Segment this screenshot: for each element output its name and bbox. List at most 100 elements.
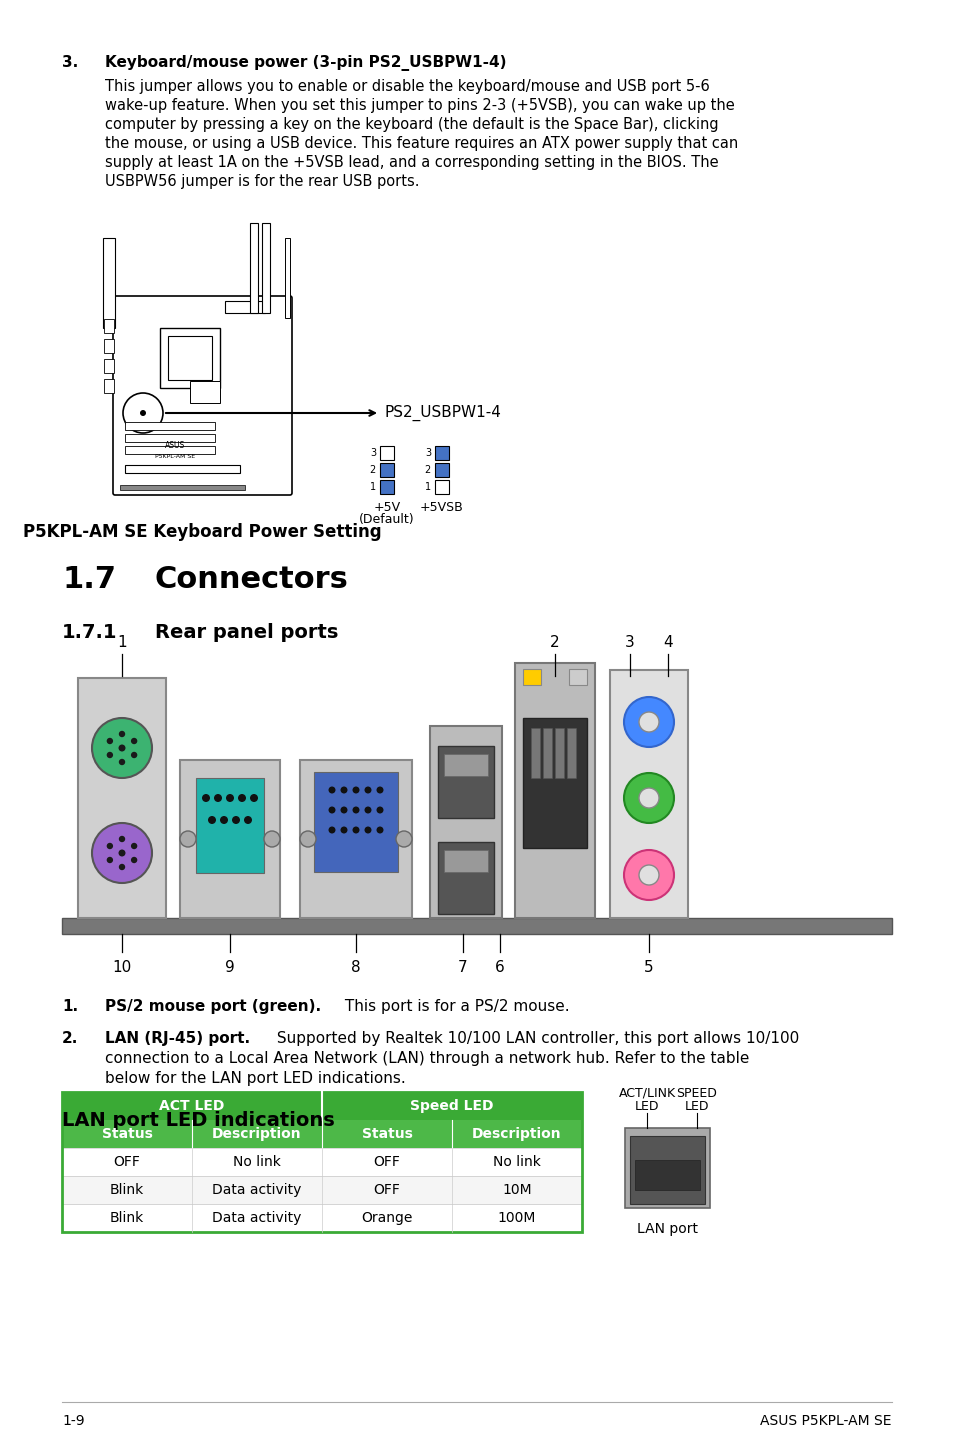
Bar (379, 463, 394, 477)
Bar (125, 445, 214, 454)
Text: 1.7: 1.7 (62, 566, 116, 594)
Bar (443, 755, 488, 776)
Text: 1.7.1: 1.7.1 (62, 623, 117, 642)
Circle shape (340, 826, 347, 833)
Bar (104, 339, 113, 354)
Text: 2: 2 (424, 465, 431, 475)
Circle shape (118, 849, 126, 856)
Text: the mouse, or using a USB device. This feature requires an ATX power supply that: the mouse, or using a USB device. This f… (105, 136, 738, 150)
Circle shape (639, 865, 659, 885)
Bar (125, 434, 214, 442)
Text: 10: 10 (112, 959, 132, 975)
Text: 3: 3 (370, 448, 375, 458)
Bar (531, 727, 539, 778)
Text: 2: 2 (550, 634, 559, 650)
Circle shape (395, 831, 412, 846)
Text: LED: LED (634, 1100, 659, 1113)
Bar (435, 480, 449, 494)
Circle shape (119, 836, 125, 842)
Text: 1.: 1. (62, 1000, 78, 1014)
Bar (624, 1128, 709, 1209)
Text: supply at least 1A on the +5VSB lead, and a corresponding setting in the BIOS. T: supply at least 1A on the +5VSB lead, an… (105, 155, 718, 170)
Text: Data activity: Data activity (213, 1211, 301, 1224)
Bar (168, 337, 212, 379)
Bar (568, 669, 586, 684)
Text: PS2_USBPW1-4: PS2_USBPW1-4 (385, 405, 501, 421)
Circle shape (220, 816, 228, 823)
Text: LAN port LED indications: LAN port LED indications (62, 1111, 335, 1130)
Circle shape (140, 410, 146, 417)
Bar (609, 670, 687, 918)
Text: 8: 8 (351, 959, 360, 975)
Bar (104, 379, 113, 392)
Bar (629, 1136, 704, 1204)
Text: Supported by Realtek 10/100 LAN controller, this port allows 10/100: Supported by Realtek 10/100 LAN controll… (272, 1031, 799, 1045)
Text: 2: 2 (370, 465, 375, 475)
Bar (522, 669, 540, 684)
Text: 100M: 100M (497, 1211, 536, 1224)
Bar (62, 1120, 581, 1148)
Text: 2.: 2. (62, 1031, 78, 1045)
Bar (555, 727, 563, 778)
Text: Keyboard/mouse power (3-pin PS2_USBPW1-4): Keyboard/mouse power (3-pin PS2_USBPW1-4… (105, 54, 506, 72)
Bar (262, 223, 270, 314)
Text: 1: 1 (424, 483, 431, 493)
Bar (250, 223, 257, 314)
Circle shape (107, 737, 113, 745)
Circle shape (623, 851, 673, 899)
Circle shape (119, 863, 125, 871)
Bar (62, 1204, 581, 1232)
Bar (195, 778, 264, 874)
Circle shape (107, 856, 113, 863)
Bar (635, 1160, 700, 1190)
Text: 1: 1 (117, 634, 127, 650)
Text: OFF: OFF (374, 1156, 400, 1169)
Circle shape (264, 831, 280, 846)
Bar (435, 463, 449, 477)
Text: +5VSB: +5VSB (419, 501, 463, 514)
Bar (379, 480, 394, 494)
Circle shape (213, 793, 222, 802)
Text: connection to a Local Area Network (LAN) through a network hub. Refer to the tab: connection to a Local Area Network (LAN)… (105, 1051, 749, 1065)
Circle shape (244, 816, 252, 823)
Bar (62, 1093, 581, 1120)
Text: 1-9: 1-9 (62, 1413, 85, 1428)
Text: +5V: +5V (373, 501, 400, 514)
Circle shape (364, 786, 371, 793)
Text: Data activity: Data activity (213, 1183, 301, 1197)
Circle shape (328, 826, 335, 833)
Circle shape (180, 831, 195, 846)
Text: Connectors: Connectors (154, 566, 349, 594)
Circle shape (131, 843, 137, 849)
Bar (443, 851, 488, 872)
Circle shape (639, 788, 659, 808)
Bar (125, 422, 214, 430)
Bar (285, 238, 290, 318)
Circle shape (123, 392, 163, 432)
Circle shape (623, 697, 673, 748)
Bar (62, 1148, 581, 1176)
Text: No link: No link (493, 1156, 540, 1169)
Bar (299, 760, 412, 918)
Bar (522, 717, 586, 848)
Circle shape (364, 826, 371, 833)
Bar (62, 1176, 581, 1204)
Text: LAN port: LAN port (637, 1221, 698, 1236)
Bar (437, 842, 494, 914)
Bar (104, 359, 113, 372)
Circle shape (131, 737, 137, 745)
Bar (225, 301, 265, 314)
Circle shape (118, 745, 126, 752)
Text: SPEED: SPEED (676, 1087, 717, 1100)
Circle shape (328, 786, 335, 793)
Text: Description: Description (472, 1127, 561, 1141)
Circle shape (91, 823, 152, 884)
Bar (62, 918, 891, 934)
Circle shape (352, 826, 359, 833)
Bar (515, 663, 595, 918)
Circle shape (226, 793, 233, 802)
Circle shape (376, 826, 383, 833)
Bar (542, 727, 552, 778)
Text: Status: Status (101, 1127, 152, 1141)
Text: Blink: Blink (110, 1183, 144, 1197)
